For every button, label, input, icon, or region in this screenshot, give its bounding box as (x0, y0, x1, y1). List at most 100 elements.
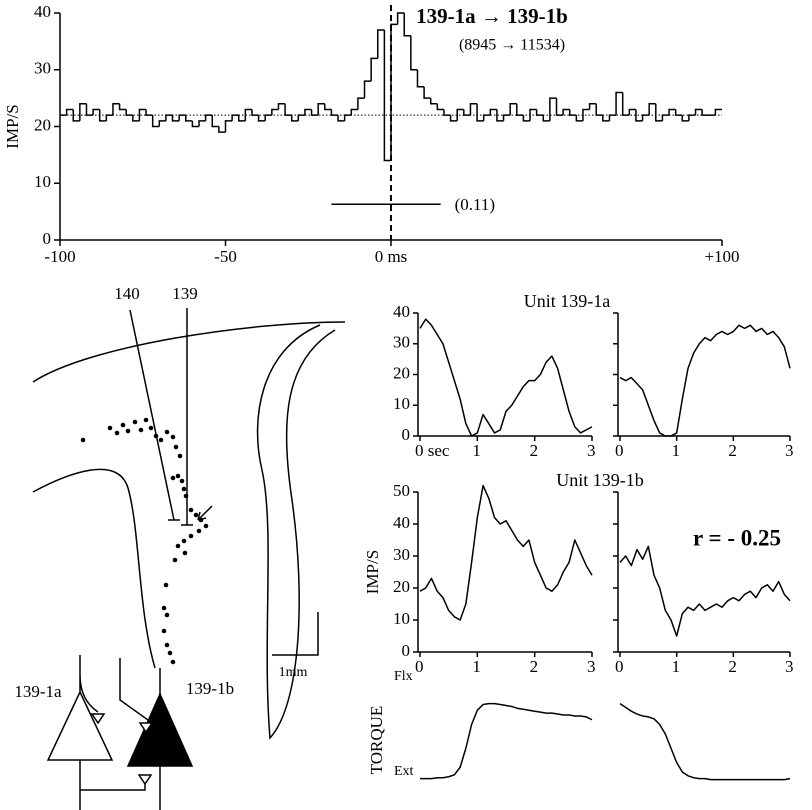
histogram-bin (224, 120, 233, 133)
outline (256, 324, 336, 740)
histogram-bin (191, 120, 200, 128)
data-line (419, 318, 593, 437)
annotation: (8945 → 11534) (459, 37, 565, 54)
x-tick-label: 2 (728, 441, 737, 460)
x-tick-label: 3 (587, 441, 596, 460)
y-tick-label: 30 (393, 545, 410, 564)
histogram-bin (198, 120, 206, 127)
panel-title: Unit 139-1a (524, 291, 610, 311)
histogram-bin (562, 108, 570, 116)
y-tick-label: 40 (393, 302, 410, 321)
histogram-bin (410, 35, 418, 71)
histogram-bin (449, 115, 458, 122)
histogram-bin (237, 115, 246, 122)
histogram-bin (476, 103, 484, 122)
cell-dot (177, 453, 183, 459)
y-axis-label: TORQUE (367, 706, 386, 775)
neuron (126, 692, 194, 767)
cell-dot (179, 478, 185, 484)
histogram-bin (396, 12, 405, 25)
y-tick-label: 50 (393, 481, 410, 500)
histogram-bin (575, 115, 583, 122)
track-label: 139 (172, 284, 198, 303)
cell-dot (138, 427, 144, 433)
cell-dot (173, 444, 179, 450)
histogram-bin (145, 109, 153, 116)
data-line (419, 484, 593, 621)
cell-dot (164, 642, 170, 648)
neuron (46, 690, 114, 761)
histogram-bin (714, 108, 722, 116)
histogram-bin (158, 120, 166, 127)
outline (32, 468, 156, 669)
histogram-bin (582, 108, 590, 121)
histogram-bin (185, 115, 193, 122)
x-tick-label: 1 (672, 657, 681, 676)
histogram-bin (489, 108, 497, 116)
cell-dot (161, 628, 167, 634)
histogram-bin (542, 115, 550, 122)
y-tick-label: 0 (402, 641, 411, 660)
histogram-bin (79, 103, 87, 121)
neuron-label: 139-1a (14, 682, 62, 701)
histogram-bin (635, 109, 643, 122)
y-tick-label: 30 (34, 59, 51, 78)
histogram-bin (105, 114, 113, 121)
histogram-bin (423, 86, 431, 99)
histogram-bin (416, 69, 425, 88)
x-tick-label: 2 (530, 441, 539, 460)
histogram-bin (655, 103, 663, 122)
cell-dot (153, 433, 159, 439)
cell-dot (175, 473, 181, 479)
histogram-bin (257, 115, 266, 122)
histogram-bin (529, 108, 537, 121)
histogram-bin (178, 114, 186, 121)
cell-dot (107, 425, 113, 431)
x-tick-label: 2 (728, 657, 737, 676)
histogram-bin (383, 30, 391, 162)
y-tick-label: 30 (393, 333, 410, 352)
x-tick-label: 1 (472, 441, 481, 460)
annotation: r = - 0.25 (693, 525, 781, 550)
x-tick-label: 3 (785, 441, 794, 460)
histogram-bin (118, 103, 127, 111)
cell-dot (132, 419, 138, 425)
x-tick-label: 3 (587, 657, 596, 676)
histogram-bin (661, 114, 670, 121)
x-tick-label: 0 (615, 657, 624, 676)
x-tick-label: 1 (672, 441, 681, 460)
x-tick-label: 0 (615, 441, 624, 460)
wire (79, 655, 161, 810)
x-tick-label: 3 (785, 657, 794, 676)
cell-dot (163, 582, 169, 588)
histogram-bin (324, 103, 332, 111)
cell-dot (164, 612, 170, 618)
y-axis-label: IMP/S (3, 104, 22, 148)
histogram-bin (317, 103, 325, 116)
histogram-bin (204, 114, 213, 121)
data-line (420, 702, 593, 780)
x-tick-label: 1 (472, 657, 481, 676)
y-tick-label: 20 (393, 363, 410, 382)
histogram-bin (482, 114, 491, 121)
histogram-bin (595, 103, 603, 116)
histogram-bin (231, 114, 239, 121)
y-tick-label: Ext (394, 764, 414, 779)
histogram-bin (72, 109, 80, 122)
histogram-bin (628, 108, 636, 116)
y-tick-label: 40 (34, 2, 51, 21)
histogram-bin (502, 114, 511, 121)
histogram-bin (357, 97, 365, 110)
track (129, 309, 180, 521)
scale-bar (272, 612, 319, 656)
histogram-bin (211, 115, 219, 128)
y-tick-label: 0 (43, 229, 52, 248)
cell-dot (170, 475, 176, 481)
histogram-bin (337, 115, 345, 122)
y-tick-label: 10 (393, 609, 410, 628)
cell-dot (120, 422, 126, 428)
histogram-bin (568, 109, 577, 116)
histogram-bin (648, 103, 656, 116)
histogram-bin (165, 114, 173, 121)
x-tick-label: +100 (704, 247, 739, 266)
